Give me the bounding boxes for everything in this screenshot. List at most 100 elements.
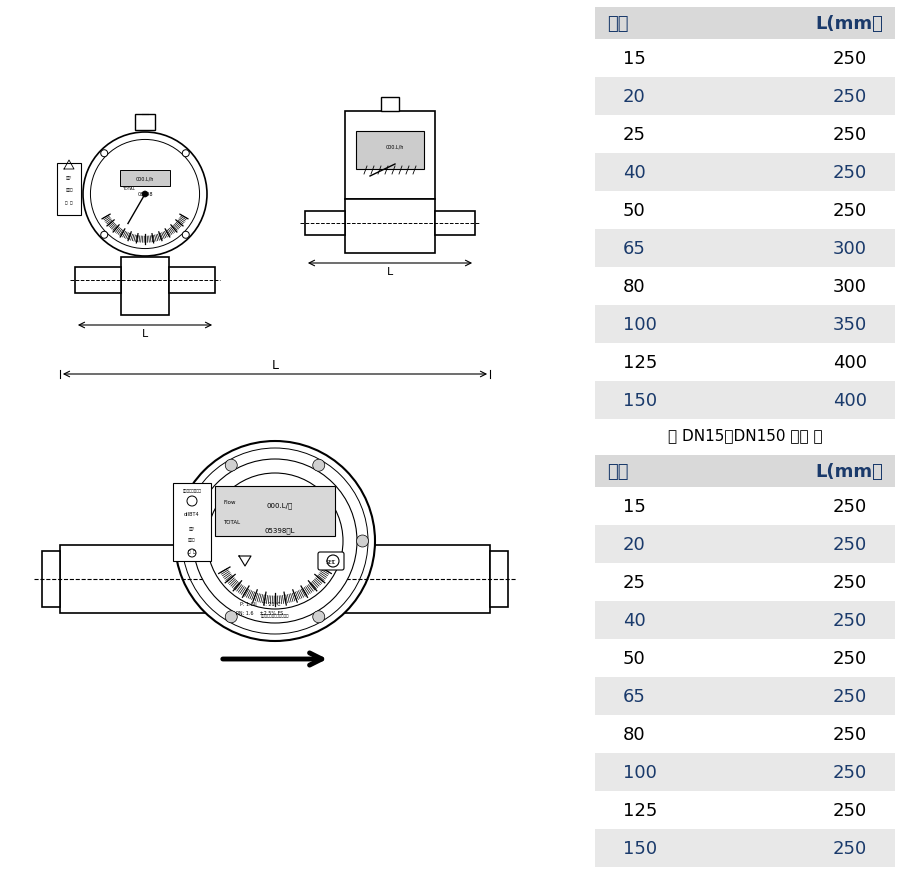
Text: 50: 50 — [623, 649, 645, 667]
Text: 125: 125 — [623, 801, 657, 819]
Text: PN: 1.6    ±2.5% FS: PN: 1.6 ±2.5% FS — [236, 610, 284, 615]
FancyBboxPatch shape — [490, 551, 508, 607]
Text: 250: 250 — [833, 88, 867, 106]
FancyBboxPatch shape — [345, 112, 435, 200]
Text: 口径: 口径 — [607, 462, 628, 481]
Text: 05398: 05398 — [137, 192, 153, 197]
Text: 350: 350 — [833, 315, 867, 334]
Text: SET: SET — [326, 559, 336, 564]
Text: 金属管浮子流量计: 金属管浮子流量计 — [183, 488, 202, 493]
Text: 水道管浮子流量计有限公司: 水道管浮子流量计有限公司 — [261, 614, 289, 617]
Text: 250: 250 — [833, 497, 867, 515]
Circle shape — [225, 611, 237, 623]
Circle shape — [207, 474, 343, 609]
Text: 开  盖: 开 盖 — [65, 201, 73, 205]
Text: L: L — [332, 559, 335, 564]
Text: 开  盖: 开 盖 — [188, 549, 195, 554]
Bar — [595, 229, 895, 268]
Bar — [595, 78, 895, 116]
Text: L: L — [272, 359, 278, 372]
Text: 100: 100 — [623, 763, 657, 781]
Text: P: 1.8II    T: 21°C: P: 1.8II T: 21°C — [240, 601, 280, 607]
Text: 断电后: 断电后 — [188, 537, 195, 541]
Text: L: L — [387, 267, 393, 276]
Bar — [595, 8, 895, 40]
Text: 000.L/民: 000.L/民 — [267, 501, 293, 508]
Bar — [595, 563, 895, 601]
Circle shape — [83, 133, 207, 256]
Text: 50: 50 — [623, 202, 645, 220]
FancyBboxPatch shape — [75, 268, 121, 294]
Text: 250: 250 — [833, 126, 867, 144]
Bar — [595, 753, 895, 791]
Text: L(mm）: L(mm） — [815, 462, 883, 481]
Circle shape — [225, 460, 237, 472]
Text: 80: 80 — [623, 278, 645, 295]
Bar — [595, 343, 895, 381]
Text: L: L — [142, 328, 148, 339]
Text: 150: 150 — [623, 839, 657, 857]
FancyBboxPatch shape — [121, 258, 169, 315]
Text: 250: 250 — [833, 611, 867, 629]
Text: 250: 250 — [833, 202, 867, 220]
Text: 20: 20 — [623, 535, 645, 554]
Circle shape — [313, 460, 325, 472]
Text: 80: 80 — [623, 725, 645, 743]
Bar — [595, 40, 895, 78]
Circle shape — [175, 441, 375, 641]
Text: 400: 400 — [833, 392, 867, 409]
Text: 250: 250 — [833, 574, 867, 591]
Bar — [595, 677, 895, 715]
Text: 000.L/h: 000.L/h — [385, 144, 405, 149]
Bar — [595, 829, 895, 867]
FancyBboxPatch shape — [345, 200, 435, 254]
Text: 250: 250 — [833, 164, 867, 182]
Text: 15: 15 — [623, 497, 646, 515]
Text: 40: 40 — [623, 164, 645, 182]
Text: 250: 250 — [833, 801, 867, 819]
Bar — [595, 601, 895, 640]
Circle shape — [183, 232, 189, 239]
FancyBboxPatch shape — [356, 132, 424, 169]
Bar — [595, 381, 895, 420]
FancyBboxPatch shape — [169, 268, 215, 294]
FancyBboxPatch shape — [435, 212, 475, 236]
Text: 05398万L: 05398万L — [265, 527, 295, 533]
Circle shape — [183, 150, 189, 157]
Text: 250: 250 — [833, 839, 867, 857]
Text: 250: 250 — [833, 687, 867, 705]
Circle shape — [101, 232, 108, 239]
Bar — [595, 640, 895, 677]
Bar — [595, 715, 895, 753]
Bar — [595, 526, 895, 563]
Text: 150: 150 — [623, 392, 657, 409]
Text: Flow: Flow — [223, 500, 235, 504]
Circle shape — [193, 460, 357, 623]
Circle shape — [182, 535, 194, 547]
Text: TOTAL: TOTAL — [122, 187, 135, 191]
Text: 125: 125 — [623, 354, 657, 372]
Circle shape — [142, 192, 148, 198]
Text: 250: 250 — [833, 725, 867, 743]
Bar — [595, 154, 895, 192]
FancyBboxPatch shape — [215, 487, 335, 536]
Text: （ DN15～DN150 气体 ）: （ DN15～DN150 气体 ） — [668, 428, 823, 442]
Text: 15: 15 — [623, 50, 646, 68]
Bar — [595, 791, 895, 829]
Bar — [595, 116, 895, 154]
Text: 250: 250 — [833, 649, 867, 667]
Text: TOTAL: TOTAL — [223, 520, 240, 524]
Text: dIIBT4: dIIBT4 — [185, 511, 200, 516]
FancyBboxPatch shape — [60, 546, 490, 614]
Text: L(mm）: L(mm） — [815, 15, 883, 33]
Bar — [595, 268, 895, 306]
Text: 250: 250 — [833, 763, 867, 781]
Text: 100: 100 — [623, 315, 657, 334]
FancyBboxPatch shape — [135, 115, 155, 131]
FancyBboxPatch shape — [57, 164, 81, 216]
Text: 65: 65 — [623, 687, 646, 705]
FancyBboxPatch shape — [381, 98, 399, 112]
FancyBboxPatch shape — [42, 551, 60, 607]
FancyBboxPatch shape — [173, 483, 211, 561]
Text: 400: 400 — [833, 354, 867, 372]
